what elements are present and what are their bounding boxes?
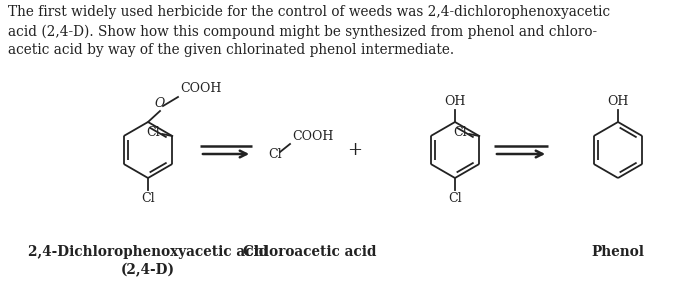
Text: COOH: COOH (292, 130, 333, 143)
Text: 2,4-Dichlorophenoxyacetic acid
(2,4-D): 2,4-Dichlorophenoxyacetic acid (2,4-D) (28, 245, 268, 278)
Text: Cl: Cl (141, 192, 155, 205)
Text: Phenol: Phenol (592, 245, 645, 259)
Text: Cl: Cl (268, 147, 282, 160)
Text: OH: OH (444, 95, 466, 108)
Text: Cl: Cl (454, 127, 467, 140)
Text: COOH: COOH (180, 82, 222, 95)
Text: OH: OH (607, 95, 629, 108)
Text: +: + (348, 141, 362, 159)
Text: Cl: Cl (146, 127, 160, 140)
Text: Cl: Cl (448, 192, 462, 205)
Text: O: O (155, 97, 165, 110)
Text: Chloroacetic acid: Chloroacetic acid (243, 245, 377, 259)
Text: The first widely used herbicide for the control of weeds was 2,4-dichlorophenoxy: The first widely used herbicide for the … (8, 5, 610, 57)
